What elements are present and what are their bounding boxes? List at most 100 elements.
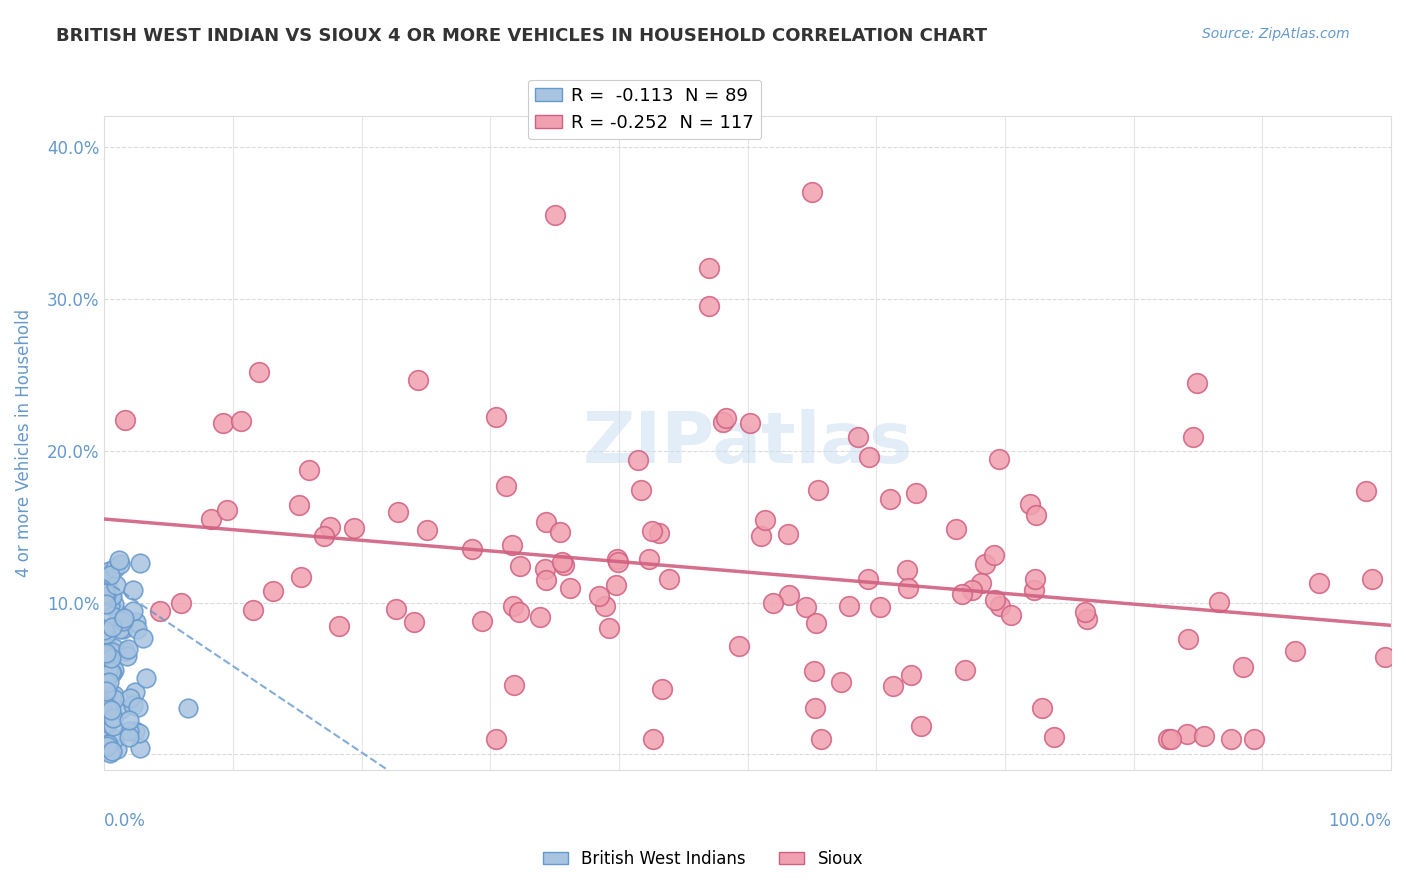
Point <box>101 620 124 634</box>
Point <box>728 640 751 654</box>
Point <box>242 603 264 617</box>
Point <box>124 723 146 738</box>
Point <box>534 562 557 576</box>
Point <box>529 610 551 624</box>
Point <box>94 740 117 755</box>
Point <box>108 558 131 572</box>
Point <box>122 698 145 712</box>
Point <box>298 463 321 477</box>
Point <box>120 691 142 706</box>
Point <box>97 674 120 689</box>
Point <box>714 411 737 425</box>
Point <box>97 737 120 751</box>
Point <box>229 414 252 428</box>
Point <box>509 559 531 574</box>
Point <box>988 451 1011 466</box>
Point <box>94 646 117 660</box>
Point <box>697 261 720 276</box>
Point <box>711 416 734 430</box>
Point <box>96 675 118 690</box>
Point <box>121 604 143 618</box>
Point <box>548 524 571 539</box>
Point <box>93 726 115 740</box>
Point <box>838 599 860 614</box>
Text: Source: ZipAtlas.com: Source: ZipAtlas.com <box>1202 27 1350 41</box>
Point <box>127 700 149 714</box>
Point <box>543 208 565 222</box>
Point <box>101 744 124 758</box>
Point <box>112 611 135 625</box>
Point <box>103 663 125 677</box>
Point <box>96 575 118 590</box>
Point <box>1031 701 1053 715</box>
Point <box>98 568 121 582</box>
Point <box>738 417 761 431</box>
Point <box>1355 484 1378 499</box>
Point <box>114 412 136 426</box>
Point <box>641 732 664 747</box>
Point <box>762 596 785 610</box>
Point <box>974 557 997 571</box>
Point <box>217 503 239 517</box>
Point <box>630 483 652 498</box>
Point <box>1219 732 1241 747</box>
Point <box>129 556 152 570</box>
Point <box>551 555 574 569</box>
Point <box>121 582 143 597</box>
Y-axis label: 4 or more Vehicles in Household: 4 or more Vehicles in Household <box>15 309 32 577</box>
Point <box>96 685 118 699</box>
Point <box>149 604 172 618</box>
Point <box>94 684 117 698</box>
Point <box>135 671 157 685</box>
Text: BRITISH WEST INDIAN VS SIOUX 4 OR MORE VEHICLES IN HOUSEHOLD CORRELATION CHART: BRITISH WEST INDIAN VS SIOUX 4 OR MORE V… <box>56 27 987 45</box>
Point <box>343 521 366 535</box>
Point <box>211 417 233 431</box>
Point <box>1043 730 1066 744</box>
Point <box>94 650 117 665</box>
Point <box>605 577 627 591</box>
Point <box>98 746 121 760</box>
Point <box>97 663 120 677</box>
Point <box>118 730 141 744</box>
Point <box>1374 649 1396 664</box>
Point <box>93 704 115 718</box>
Point <box>1192 729 1215 743</box>
Point <box>606 555 628 569</box>
Point <box>131 631 153 645</box>
Point <box>658 572 681 586</box>
Point <box>103 711 125 725</box>
Point <box>990 599 1012 614</box>
Point <box>100 650 122 665</box>
Point <box>641 524 664 538</box>
Point <box>101 645 124 659</box>
Point <box>1182 430 1205 444</box>
Point <box>117 649 139 664</box>
Point <box>1019 497 1042 511</box>
Point <box>882 679 904 693</box>
Point <box>983 593 1005 607</box>
Point <box>1076 611 1098 625</box>
Point <box>328 619 350 633</box>
Point <box>97 683 120 698</box>
Point <box>1308 575 1330 590</box>
Point <box>637 552 659 566</box>
Point <box>1025 508 1047 522</box>
Point <box>97 564 120 578</box>
Point <box>945 523 967 537</box>
Legend: R =  -0.113  N = 89, R = -0.252  N = 117: R = -0.113 N = 89, R = -0.252 N = 117 <box>529 79 761 139</box>
Point <box>94 637 117 651</box>
Point <box>1243 732 1265 747</box>
Point <box>900 668 922 682</box>
Point <box>94 586 117 600</box>
Point <box>96 699 118 714</box>
Point <box>627 453 650 467</box>
Point <box>485 732 508 747</box>
Point <box>93 623 115 637</box>
Point <box>461 541 484 556</box>
Point <box>96 627 118 641</box>
Point <box>129 741 152 756</box>
Point <box>93 648 115 663</box>
Point <box>830 675 852 690</box>
Point <box>105 742 128 756</box>
Point <box>94 690 117 705</box>
